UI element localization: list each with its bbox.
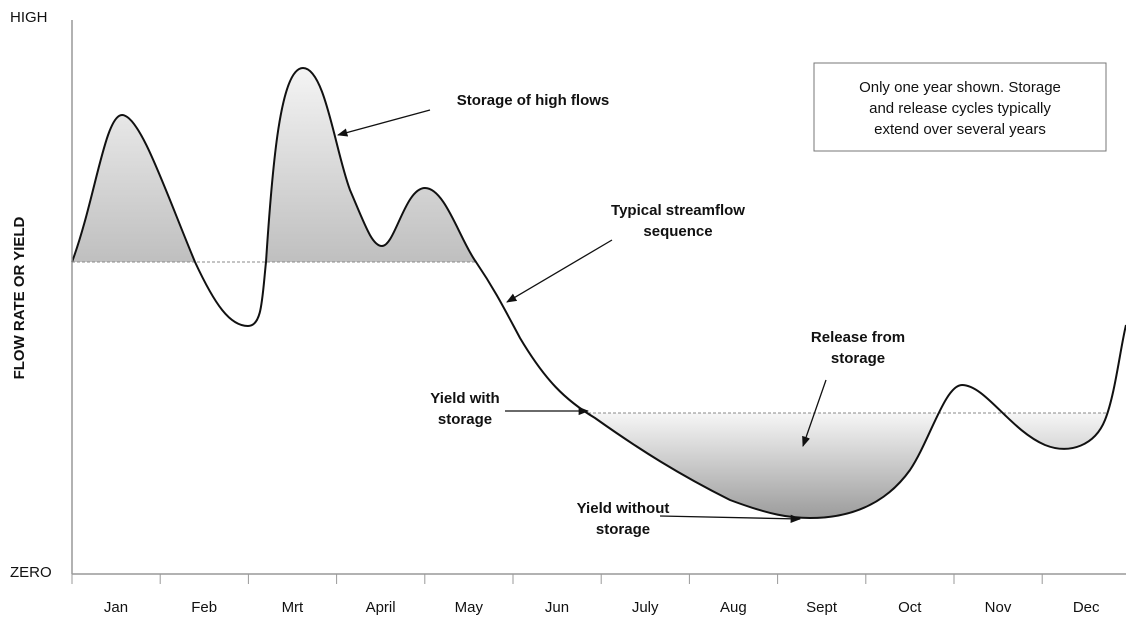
annotation: Release from <box>811 329 905 346</box>
month-label: July <box>632 599 659 616</box>
annotation: Typical streamflow <box>611 202 745 219</box>
month-label: Feb <box>191 599 217 616</box>
month-label: Aug <box>720 599 747 616</box>
month-label: Mrt <box>282 599 304 616</box>
month-label: Nov <box>985 599 1012 616</box>
annotation: storage <box>831 350 885 367</box>
annotation: Yield with <box>430 390 499 407</box>
month-label: Jan <box>104 599 128 616</box>
release-area <box>587 413 1108 518</box>
arrow <box>802 379 827 447</box>
annotation: sequence <box>643 223 712 240</box>
annotation: storage <box>596 521 650 538</box>
month-label: May <box>455 599 484 616</box>
annotation: Storage of high flows <box>457 92 610 109</box>
month-label: Oct <box>898 599 922 616</box>
arrow <box>659 514 802 523</box>
arrow <box>506 239 613 303</box>
month-label: Sept <box>806 599 838 616</box>
arrow <box>336 109 431 137</box>
month-label: Jun <box>545 599 569 616</box>
y-bottom-label: ZERO <box>10 564 52 581</box>
axis-label: FLOW RATE OR YIELD <box>11 216 28 379</box>
note-text: extend over several years <box>874 121 1046 138</box>
note-text: and release cycles typically <box>869 100 1051 117</box>
note-text: Only one year shown. Storage <box>859 79 1061 96</box>
y-top-label: HIGH <box>10 9 48 26</box>
month-label: Dec <box>1073 599 1100 616</box>
streamflow-curve <box>71 66 1126 520</box>
note-box <box>813 62 1107 152</box>
month-label: April <box>366 599 396 616</box>
annotation: storage <box>438 411 492 428</box>
annotation: Yield without <box>577 500 670 517</box>
